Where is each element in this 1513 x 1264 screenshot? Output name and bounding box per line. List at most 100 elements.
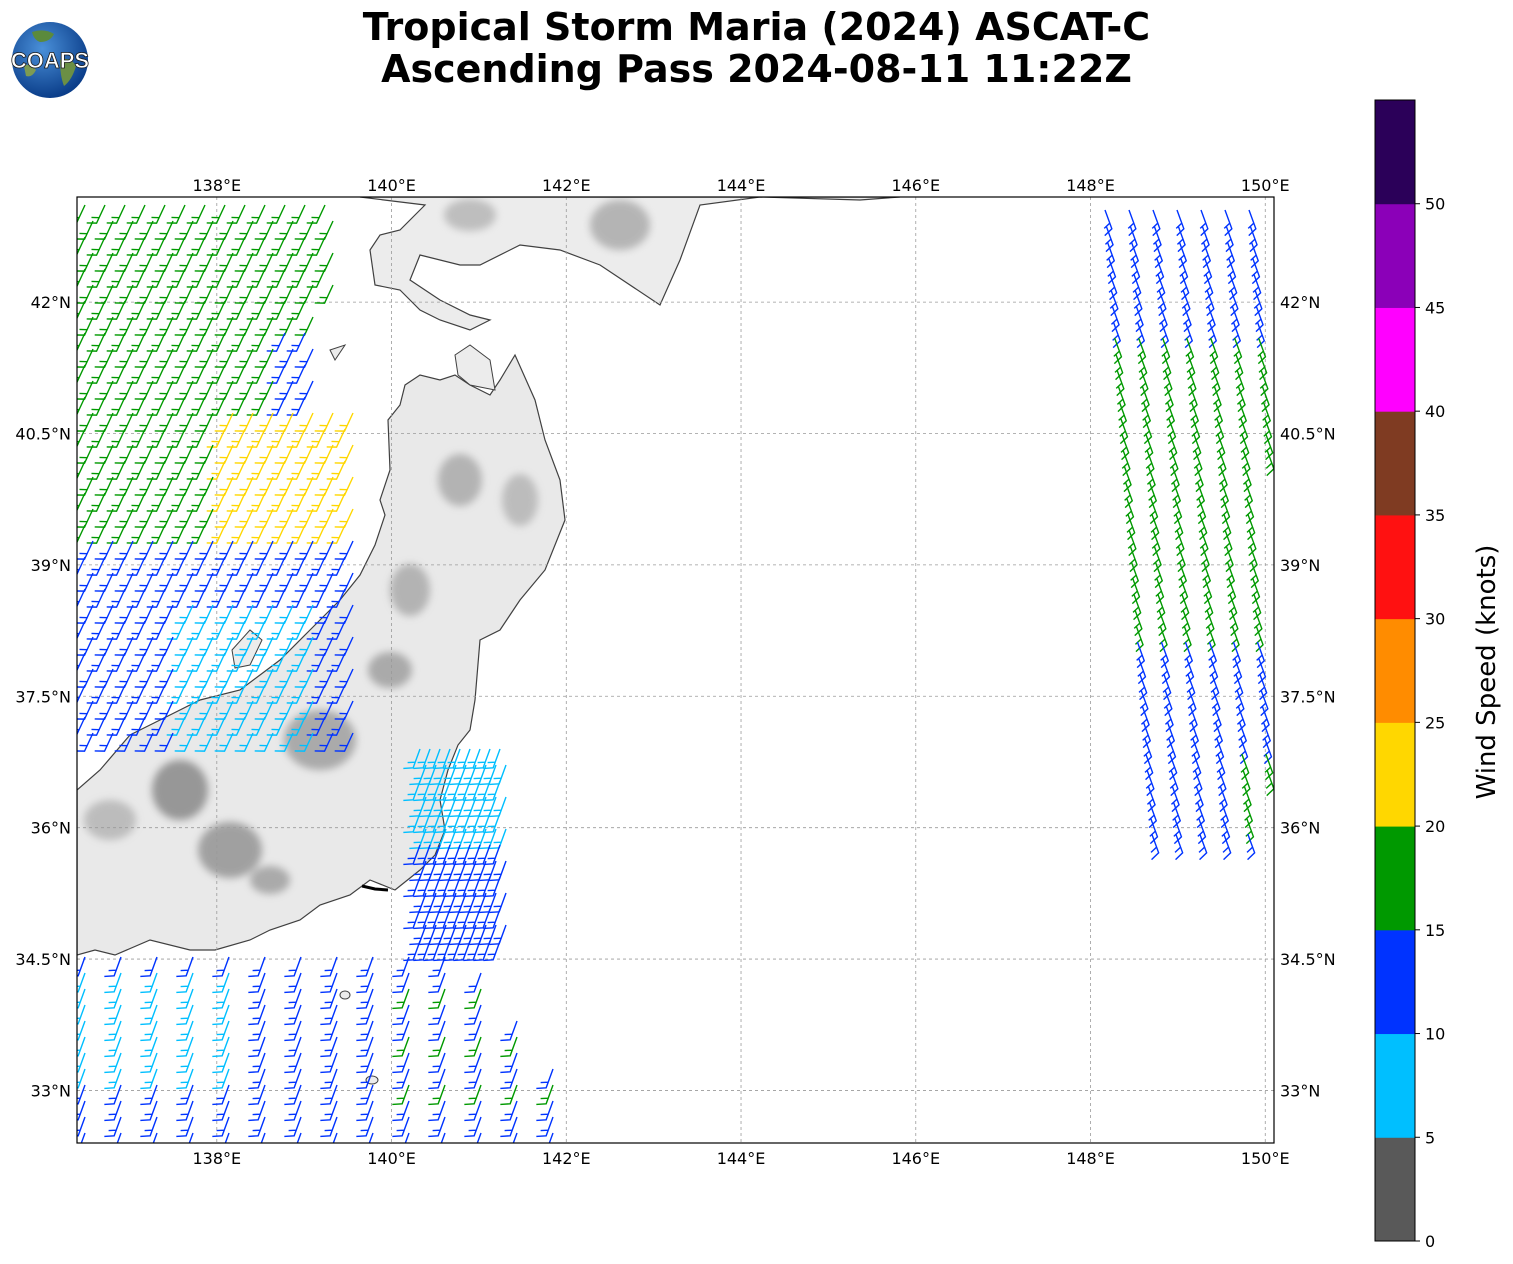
wind-barb (1205, 289, 1215, 317)
wind-barb (464, 972, 482, 994)
wind-barb (176, 1036, 194, 1058)
wind-barb (212, 1068, 230, 1090)
wind-barbs (75, 204, 1274, 1171)
wind-barb (403, 876, 421, 898)
wind-barb (1158, 305, 1168, 333)
wind-barb (464, 1100, 482, 1122)
wind-barb (433, 812, 451, 834)
wind-barb (1137, 657, 1147, 685)
wind-barb (306, 716, 326, 736)
wind-barb (275, 1145, 293, 1171)
wind-barb (1133, 289, 1143, 317)
wind-barb (500, 1052, 518, 1074)
wind-barb (433, 940, 451, 962)
wind-barb (1218, 465, 1228, 493)
wind-barb (266, 620, 286, 640)
wind-barb (1215, 737, 1225, 765)
wind-barb (134, 732, 154, 752)
wind-barb (443, 844, 461, 866)
wind-barb (186, 332, 206, 352)
wind-barb (286, 204, 306, 224)
wind-barb (1232, 321, 1242, 349)
wind-barb (536, 1132, 554, 1143)
wind-barb (146, 300, 166, 320)
wind-barb (453, 908, 471, 930)
wind-barb (1240, 753, 1250, 781)
wind-barb (286, 684, 306, 704)
wind-barb (246, 364, 266, 384)
wind-barb (1262, 721, 1272, 749)
lat-tick-label-right: 36°N (1280, 819, 1320, 838)
wind-barb (1168, 753, 1178, 781)
wind-barb (266, 428, 286, 448)
wind-barb (1194, 465, 1204, 493)
wind-barb (1204, 273, 1214, 301)
wind-barb (464, 1116, 482, 1138)
wind-barb (146, 428, 166, 448)
wind-barb (86, 332, 106, 352)
wind-barb (1145, 769, 1155, 797)
wind-barb (146, 524, 166, 544)
wind-barb (423, 876, 441, 898)
wind-barb (248, 1052, 266, 1074)
wind-barb (1226, 241, 1236, 269)
wind-barb (175, 1145, 193, 1171)
lon-tick-label-top: 146°E (891, 176, 940, 195)
wind-barb (500, 1132, 518, 1143)
wind-barb (106, 364, 126, 384)
wind-barb (1239, 417, 1249, 445)
lat-tick-label-left: 40.5°N (15, 425, 71, 444)
wind-barb (1168, 433, 1178, 461)
colorbar-segment (1375, 411, 1415, 516)
wind-barb (226, 716, 246, 736)
wind-barb (75, 1145, 93, 1171)
wind-barb (246, 716, 266, 736)
wind-barb (1192, 753, 1202, 781)
wind-barb (356, 1052, 374, 1074)
wind-barb (286, 300, 306, 320)
wind-barb (423, 780, 441, 802)
wind-barb (392, 1004, 410, 1026)
wind-barb (186, 428, 206, 448)
wind-barb (1122, 465, 1132, 493)
lat-tick-label-right: 37.5°N (1280, 687, 1336, 706)
wind-barb (1193, 769, 1203, 797)
wind-barb (77, 1132, 86, 1143)
wind-barb (423, 812, 441, 834)
wind-barb (500, 1116, 518, 1138)
wind-barb (226, 492, 246, 512)
wind-barb (1163, 369, 1173, 397)
wind-barb (1220, 481, 1230, 509)
wind-barb (536, 1100, 554, 1122)
wind-barb (226, 396, 246, 416)
wind-barb (1254, 625, 1264, 653)
wind-barb (1203, 257, 1213, 285)
wind-barb (206, 652, 226, 672)
wind-barb (1154, 561, 1164, 589)
wind-barb (483, 908, 501, 930)
wind-barb (1176, 225, 1186, 253)
wind-barb (146, 332, 166, 352)
wind-barb (212, 1020, 230, 1042)
wind-barb (1190, 401, 1200, 429)
wind-barb (1236, 705, 1246, 733)
wind-barb (106, 204, 126, 224)
wind-barb (206, 428, 226, 448)
wind-barb (1232, 641, 1242, 669)
wind-barb (1160, 641, 1170, 669)
wind-barb (166, 204, 186, 224)
wind-barb (104, 1100, 122, 1122)
wind-barb (1127, 209, 1137, 237)
wind-barb (428, 988, 446, 1010)
wind-barb (226, 364, 246, 384)
wind-barb (453, 876, 471, 898)
wind-barb (1179, 257, 1189, 285)
wind-barb (1264, 433, 1274, 461)
wind-barb (286, 620, 306, 640)
wind-barb (286, 460, 306, 480)
wind-barb (356, 1068, 374, 1090)
wind-barb (212, 1132, 230, 1143)
wind-barb (1262, 401, 1272, 429)
wind-barb (500, 1036, 518, 1058)
wind-barb (1164, 385, 1174, 413)
